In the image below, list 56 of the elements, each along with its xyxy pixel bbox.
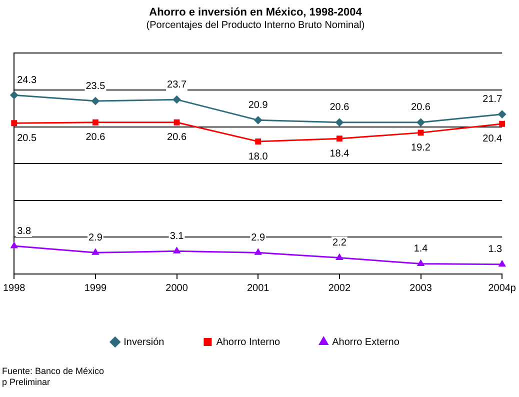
data-label: 20.4 [482, 134, 503, 145]
data-label: 1.4 [414, 243, 428, 254]
source-note: Fuente: Banco de México [2, 366, 104, 376]
data-label: 3.8 [17, 226, 32, 237]
point [418, 130, 424, 136]
data-label: 21.7 [482, 94, 503, 106]
data-label: 2.9 [88, 232, 103, 244]
point [416, 118, 425, 126]
data-label: 20.6 [86, 132, 106, 144]
x-tick-label: 2003 [410, 282, 432, 294]
legend-label: Inversión [124, 336, 164, 348]
point [417, 260, 424, 266]
chart-subtitle: (Porcentajes del Producto Interno Bruto Nominal) [146, 20, 365, 31]
data-label: 20.6 [167, 132, 187, 144]
data-label: 24.3 [17, 74, 38, 86]
point [92, 119, 98, 126]
data-label: 20.5 [17, 132, 38, 144]
data-label: 2.2 [332, 238, 347, 249]
legend-label: Ahorro Interno [216, 336, 281, 348]
data-label: 1.3 [488, 244, 503, 256]
legend-label: Ahorro Externo [332, 336, 400, 348]
data-label: 18.4 [330, 148, 350, 160]
data-label: 3.1 [170, 230, 184, 242]
point [254, 116, 262, 124]
point [172, 96, 181, 104]
point [336, 136, 342, 142]
point [91, 97, 100, 106]
x-tick-label: 2002 [328, 282, 351, 294]
text: p Preliminar [2, 376, 50, 387]
point [174, 119, 180, 126]
point [335, 118, 344, 126]
point [499, 120, 506, 127]
data-label: 19.2 [411, 142, 431, 154]
point [254, 248, 262, 255]
data-label: 20.9 [248, 100, 268, 111]
point [336, 254, 343, 260]
data-label: 18.0 [248, 151, 268, 162]
point [255, 138, 262, 144]
data-label: 2.9 [251, 232, 266, 244]
data-label: 23.5 [86, 80, 106, 92]
data-label: 20.6 [411, 102, 431, 114]
point [173, 247, 180, 254]
data-label: 20.6 [330, 102, 350, 114]
x-tick-label: 1998 [3, 282, 26, 294]
chart-title: Ahorro e inversión en México, 1998-2004 [149, 6, 363, 19]
x-tick-label: 2001 [246, 282, 270, 294]
point [92, 248, 99, 255]
point [498, 260, 506, 267]
point [10, 242, 18, 248]
x-tick-label: 2000 [166, 282, 188, 294]
x-tick-label: 2004p [488, 282, 516, 294]
point [498, 110, 506, 118]
data-label: 23.7 [167, 79, 187, 90]
x-tick-label: 1999 [84, 282, 108, 294]
point [11, 120, 18, 126]
point [10, 91, 18, 100]
